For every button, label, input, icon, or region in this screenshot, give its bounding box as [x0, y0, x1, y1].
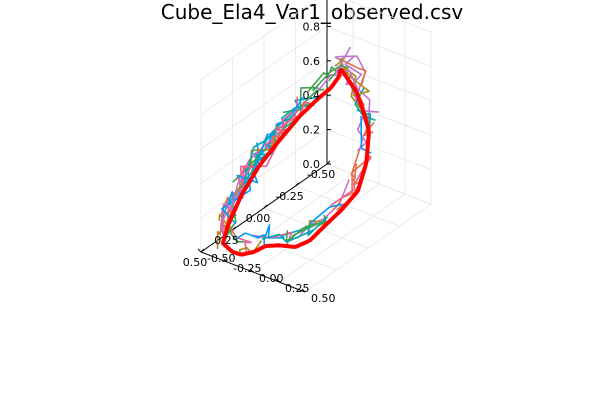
- floor-gridline: [226, 173, 354, 263]
- observed-series-line: [284, 214, 327, 242]
- y-tick-label: 0.25: [285, 282, 310, 295]
- z-tick-label: 0.8: [303, 20, 321, 33]
- series-layer: [216, 46, 379, 257]
- z-tick-label: 0.2: [303, 124, 321, 137]
- y-tick-label: 0.00: [259, 272, 284, 285]
- observed-series-line: [332, 155, 372, 211]
- x-tick-mark: [295, 182, 299, 187]
- x-tick-label: 0.25: [214, 234, 239, 247]
- y-tick-mark: [197, 248, 202, 253]
- yz-gridline: [326, 94, 432, 136]
- y-tick-mark: [301, 288, 306, 293]
- observed-series-line: [307, 203, 346, 236]
- floor-gridline: [304, 203, 432, 293]
- reference-series-line: [220, 67, 371, 257]
- yz-gridline: [326, 26, 432, 67]
- observed-series-line: [240, 122, 287, 188]
- y-tick-mark: [249, 268, 254, 273]
- y-tick-mark: [275, 278, 280, 283]
- observed-series-line: [343, 67, 370, 97]
- x-tick-mark: [200, 248, 205, 253]
- floor-gridline: [278, 193, 406, 283]
- observed-series-line: [237, 111, 293, 199]
- observed-series-line: [261, 216, 329, 243]
- z-tick-label: 0.6: [303, 55, 321, 68]
- observed-series-line: [342, 59, 367, 86]
- axis-layer: [197, 0, 331, 293]
- x-tick-label: 0.50: [183, 256, 208, 269]
- y-tick-label: -0.50: [207, 252, 235, 265]
- observed-series-line: [224, 167, 252, 210]
- observed-series-line: [218, 213, 234, 234]
- yz-gridline: [326, 163, 432, 205]
- yz-gridline: [346, 0, 432, 33]
- x-tick-label: -0.50: [307, 168, 335, 181]
- observed-series-line: [219, 165, 256, 236]
- x-tick-label: 0.00: [246, 212, 271, 225]
- x-tick-mark: [232, 226, 236, 231]
- x-tick-label: -0.25: [275, 190, 303, 203]
- xz-gridline: [200, 60, 328, 150]
- z-tick-label: 0.0: [303, 158, 321, 171]
- grid-layer: [200, 0, 432, 293]
- z-tick-label: 0.4: [303, 89, 321, 102]
- xz-gridline: [200, 26, 328, 115]
- xz-gridline: [200, 129, 328, 218]
- observed-series-line: [285, 221, 325, 243]
- y-tick-label: -0.25: [233, 262, 261, 275]
- x-tick-mark: [263, 204, 268, 209]
- y-tick-mark: [223, 258, 228, 263]
- tick-layer: -0.50-0.250.000.250.50 -0.50-0.250.000.25…: [183, 20, 336, 305]
- y-tick-label: 0.50: [311, 292, 336, 305]
- xz-gridline: [200, 0, 317, 81]
- chart-title: Cube_Ela4_Var1_observed.csv: [161, 0, 464, 24]
- observed-series-line: [316, 74, 343, 91]
- observed-series-line: [229, 225, 252, 255]
- yz-gridline: [326, 129, 432, 170]
